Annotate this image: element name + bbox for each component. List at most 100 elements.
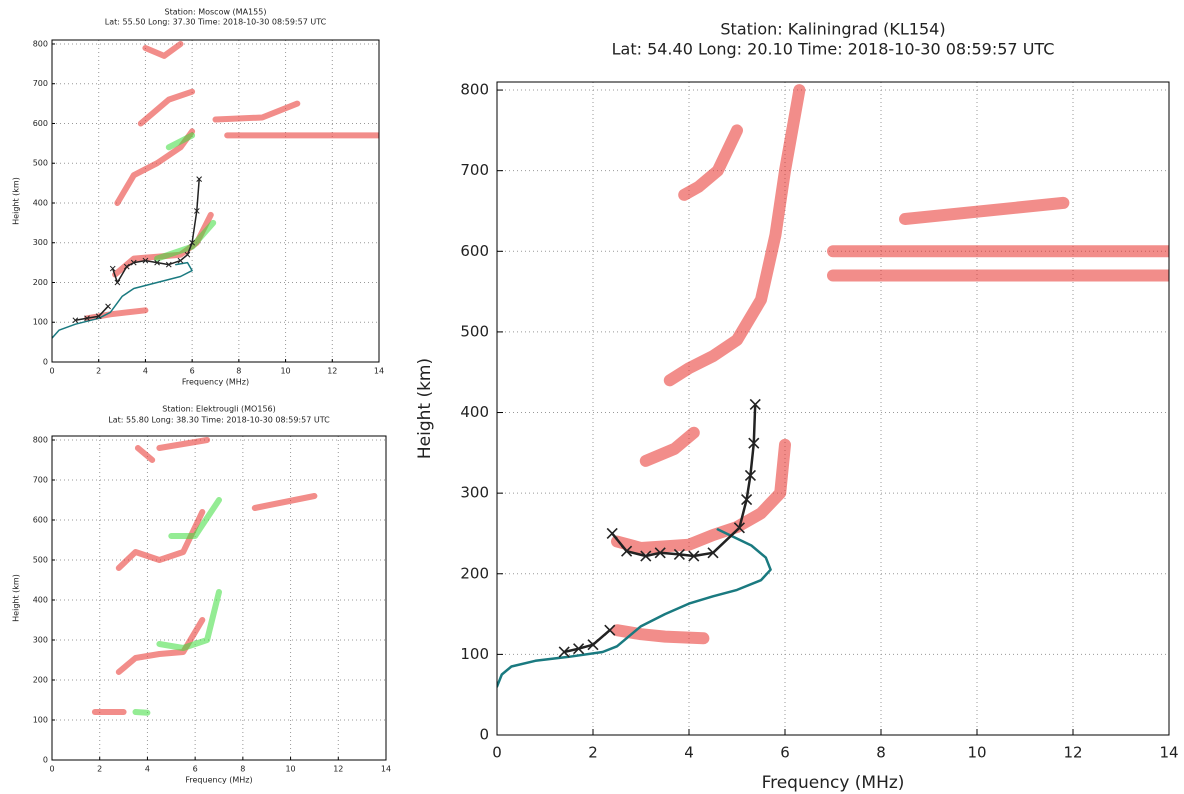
y-tick-label: 0: [479, 726, 489, 744]
profile-line: [610, 403, 757, 558]
y-tick-label: 500: [33, 159, 48, 168]
x-tick-label: 12: [327, 367, 337, 376]
y-axis-label: Height (km): [12, 574, 21, 622]
trace-marker: [193, 208, 200, 214]
y-axis-label: Height (km): [12, 177, 21, 225]
y-tick-label: 0: [43, 756, 48, 765]
profile-line: [74, 305, 109, 322]
y-tick-label: 300: [33, 636, 48, 645]
x-tick-label: 8: [236, 367, 241, 376]
y-tick-label: 400: [33, 596, 48, 605]
trace-marker: [105, 303, 111, 310]
plot-area: [91, 437, 318, 716]
echo-trace: [115, 617, 206, 675]
echo-trace: [156, 589, 222, 651]
trace-marker: [189, 239, 195, 246]
x-axis-label: Frequency (MHz): [182, 378, 249, 387]
trace-marker: [741, 494, 753, 506]
y-tick-label: 200: [33, 278, 48, 287]
trace-marker: [95, 313, 102, 320]
trace-marker: [84, 315, 90, 322]
echo-trace: [168, 497, 222, 539]
x-tick-label: 6: [193, 765, 198, 774]
trace-marker: [114, 279, 121, 286]
trace-marker: [142, 257, 149, 264]
x-tick-label: 0: [49, 367, 54, 376]
echo-trace: [137, 88, 196, 127]
trace-marker: [640, 550, 652, 562]
y-tick-label: 700: [33, 79, 48, 88]
y-tick-label: 200: [33, 676, 48, 685]
x-tick-label: 12: [1063, 744, 1082, 762]
trace-marker: [654, 547, 666, 559]
chart-subtitle: Lat: 55.80 Long: 38.30 Time: 2018-10-30 …: [108, 416, 330, 425]
y-tick-label: 100: [460, 645, 489, 663]
plot-area: [497, 84, 1169, 688]
x-tick-label: 14: [1159, 744, 1178, 762]
profile-line: [52, 261, 193, 339]
echo-trace: [212, 100, 301, 123]
trace-marker: [165, 261, 172, 268]
y-tick-label: 800: [33, 39, 48, 48]
y-tick-label: 300: [460, 484, 489, 502]
x-tick-label: 12: [333, 765, 343, 774]
y-tick-label: 400: [33, 198, 48, 207]
echo-trace: [156, 437, 211, 451]
y-tick-label: 100: [33, 716, 48, 725]
y-tick-label: 800: [33, 436, 48, 445]
echo-trace: [899, 196, 1070, 225]
x-tick-label: 8: [240, 765, 245, 774]
x-tick-label: 8: [876, 744, 886, 762]
echo-trace: [165, 132, 196, 151]
x-tick-label: 2: [97, 765, 102, 774]
y-tick-label: 600: [33, 516, 48, 525]
x-tick-label: 14: [374, 367, 384, 376]
echo-trace: [154, 219, 217, 262]
trace-marker: [688, 550, 700, 562]
x-tick-label: 0: [49, 765, 54, 774]
chart-subtitle: Lat: 54.40 Long: 20.10 Time: 2018-10-30 …: [612, 40, 1055, 59]
trace-marker: [130, 259, 137, 266]
y-tick-label: 100: [33, 318, 48, 327]
chart-title: Station: Moscow (MA155): [165, 8, 267, 17]
trace-marker: [154, 259, 160, 266]
trace-marker: [184, 251, 191, 258]
profile-line: [562, 628, 612, 654]
trace-marker: [707, 547, 719, 559]
y-axis-label: Height (km): [415, 358, 435, 459]
profile-line: [497, 528, 772, 688]
trace-marker: [72, 317, 79, 324]
y-tick-label: 700: [33, 476, 48, 485]
x-tick-label: 0: [492, 744, 502, 762]
trace-marker: [587, 639, 599, 651]
trace-marker: [573, 643, 585, 655]
y-tick-label: 500: [460, 322, 489, 340]
x-axis-label: Frequency (MHz): [762, 773, 905, 793]
echo-trace: [678, 124, 743, 201]
x-tick-label: 4: [684, 744, 694, 762]
trace-marker: [196, 176, 203, 182]
chart-subtitle: Lat: 55.50 Long: 37.30 Time: 2018-10-30 …: [105, 18, 327, 27]
trace-marker: [621, 545, 633, 557]
echo-trace: [132, 709, 151, 716]
y-tick-label: 800: [460, 81, 489, 99]
trace-marker: [123, 263, 130, 270]
x-tick-label: 4: [143, 367, 148, 376]
echo-trace: [611, 438, 791, 554]
x-tick-label: 6: [190, 367, 195, 376]
echo-trace: [611, 624, 710, 645]
y-tick-label: 500: [33, 556, 48, 565]
trace-marker: [558, 646, 570, 658]
echo-trace: [251, 493, 318, 511]
chart-title: Station: Kaliningrad (KL154): [720, 20, 945, 39]
trace-marker: [606, 527, 618, 540]
trace-marker: [733, 522, 745, 534]
trace-marker: [673, 548, 685, 560]
echo-trace: [142, 41, 184, 59]
x-tick-label: 4: [145, 765, 150, 774]
y-tick-label: 600: [460, 242, 489, 260]
plot-frame: [496, 81, 1170, 736]
y-tick-label: 0: [43, 358, 48, 367]
x-tick-label: 6: [780, 744, 790, 762]
